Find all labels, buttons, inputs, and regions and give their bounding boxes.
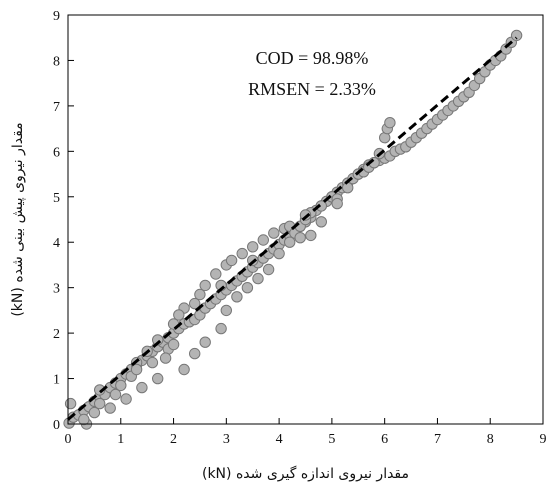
- data-point: [294, 232, 306, 244]
- data-point: [305, 229, 317, 242]
- data-point: [88, 406, 101, 419]
- y-axis-title: مقدار نیروی پیش بینی شده (kN): [10, 122, 26, 316]
- data-point: [159, 352, 172, 364]
- data-point: [146, 356, 159, 369]
- data-point: [252, 272, 264, 285]
- data-point: [215, 322, 227, 335]
- data-point: [167, 338, 180, 351]
- data-point: [315, 216, 327, 228]
- data-point: [315, 200, 327, 212]
- data-point: [194, 288, 206, 301]
- x-tick-label: 2: [170, 432, 177, 447]
- axis-ticks: 0 1 2 3 4 5 6 7 8 9 0 1 2 3 4 5 6 7 8 9: [53, 9, 547, 447]
- data-point: [189, 347, 201, 360]
- data-point: [64, 397, 77, 410]
- y-tick-label: 9: [53, 9, 60, 24]
- data-point: [241, 282, 254, 294]
- x-tick-label: 9: [540, 432, 547, 447]
- y-tick-label: 4: [53, 236, 60, 251]
- x-tick-label: 0: [65, 432, 72, 447]
- data-point: [268, 227, 280, 239]
- data-point: [178, 363, 190, 376]
- y-tick-label: 7: [53, 100, 60, 115]
- data-point: [115, 379, 127, 392]
- data-point: [231, 291, 243, 303]
- fit-line: [67, 36, 518, 421]
- data-point: [210, 268, 222, 280]
- cod-annotation: COD = 98.98%: [256, 48, 369, 68]
- data-point: [94, 397, 106, 410]
- data-point: [342, 182, 354, 194]
- y-tick-label: 5: [53, 191, 60, 206]
- data-point: [384, 117, 396, 129]
- data-point: [130, 363, 143, 376]
- x-axis-title: مقدار نیروی اندازه گیری شده (kN): [202, 465, 409, 482]
- x-tick-label: 4: [276, 432, 283, 447]
- data-point: [173, 309, 185, 321]
- y-tick-label: 1: [53, 373, 60, 388]
- data-point: [120, 393, 132, 405]
- data-point: [78, 413, 90, 426]
- data-point: [104, 402, 116, 414]
- data-point: [331, 197, 343, 210]
- data-point: [236, 247, 248, 260]
- data-point: [225, 254, 238, 267]
- y-tick-label: 3: [53, 282, 60, 297]
- data-point: [152, 372, 164, 385]
- y-tick-label: 0: [53, 418, 60, 433]
- rmsen-annotation: RMSEN = 2.33%: [248, 79, 376, 99]
- x-tick-label: 7: [434, 432, 441, 447]
- data-point: [199, 279, 211, 292]
- data-point: [220, 304, 233, 317]
- data-point: [262, 263, 275, 276]
- data-point: [299, 209, 312, 221]
- x-tick-label: 8: [487, 432, 494, 447]
- x-tick-label: 5: [328, 432, 335, 447]
- data-point: [189, 297, 201, 310]
- data-point: [109, 388, 122, 401]
- x-tick-label: 3: [223, 432, 230, 447]
- data-point: [247, 241, 259, 253]
- plot-area-frame: [67, 14, 544, 425]
- y-tick-label: 8: [53, 54, 60, 69]
- data-point: [136, 381, 148, 394]
- data-point: [510, 29, 523, 42]
- y-tick-label: 2: [53, 327, 60, 342]
- y-tick-label: 6: [53, 145, 60, 160]
- x-tick-label: 1: [117, 432, 124, 447]
- data-point: [273, 247, 285, 260]
- x-tick-label: 6: [381, 432, 388, 447]
- data-point: [199, 336, 211, 348]
- data-point: [284, 236, 296, 248]
- data-point: [257, 234, 269, 246]
